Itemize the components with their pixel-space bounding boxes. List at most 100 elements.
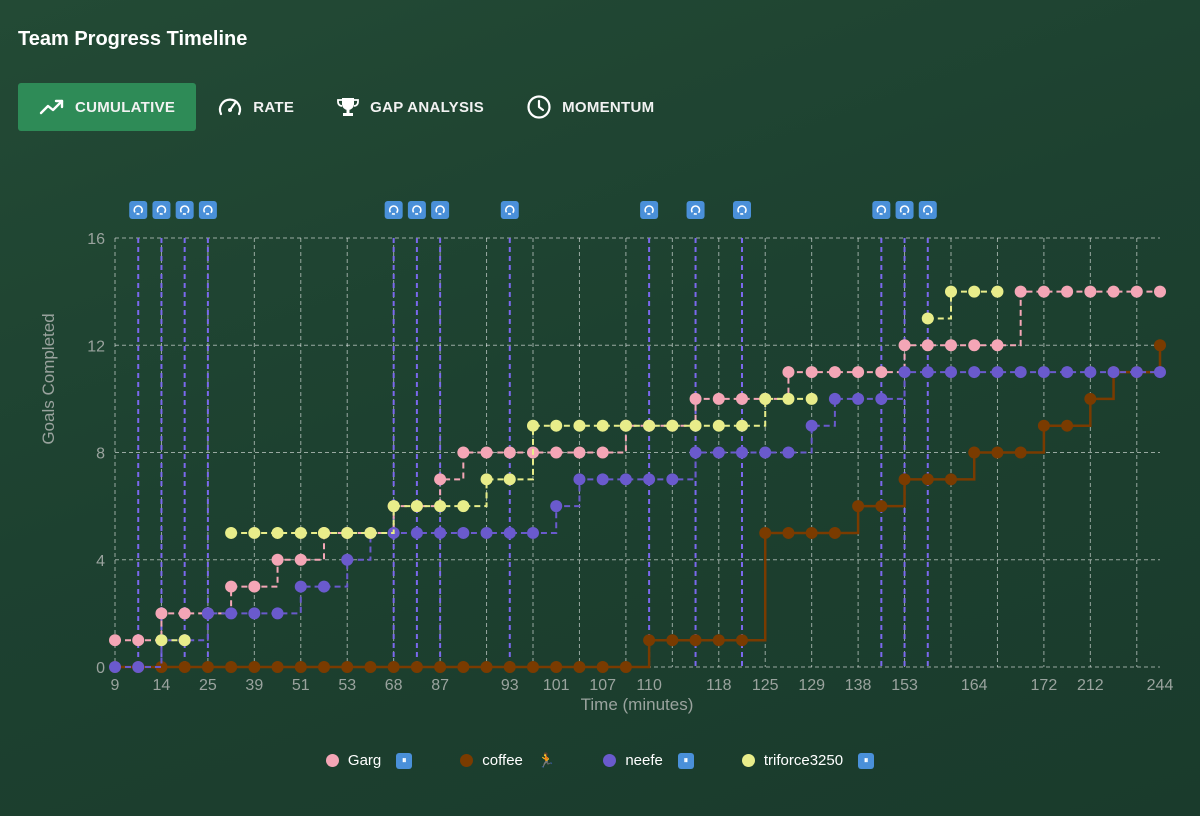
legend-item-coffee[interactable]: coffee 🏃: [460, 752, 555, 769]
data-point: [341, 553, 354, 566]
data-point: [805, 419, 818, 432]
data-point: [689, 446, 702, 459]
legend-item-neefe[interactable]: neefe ⏸: [603, 752, 694, 769]
legend-item-triforce3250[interactable]: triforce3250 ⏸: [741, 752, 875, 769]
data-point: [1084, 366, 1097, 379]
tab-cumulative[interactable]: CUMULATIVE: [18, 83, 197, 131]
view-tabs: CUMULATIVE RATE GAP ANALYSIS MOMENTUM: [18, 83, 675, 131]
x-tick-label: 125: [752, 677, 779, 694]
y-tick-label: 16: [87, 231, 105, 248]
data-point: [1084, 392, 1097, 405]
data-point: [341, 526, 354, 539]
series-neefe: [109, 366, 1166, 673]
refresh-icon-arrow: [133, 205, 144, 211]
data-point: [991, 285, 1004, 298]
refresh-icon: [640, 201, 659, 219]
refresh-icon-arrow: [644, 209, 654, 215]
refresh-icon-arrow: [899, 205, 910, 211]
data-point: [852, 366, 865, 379]
refresh-icon-arrow: [690, 209, 701, 215]
refresh-icon-arrow: [899, 209, 910, 215]
data-point: [225, 526, 238, 539]
tab-rate[interactable]: RATE: [196, 83, 315, 131]
pause-icon: ⏸: [858, 752, 875, 769]
data-point: [736, 419, 748, 432]
refresh-icon-arrow: [922, 209, 933, 215]
data-point: [457, 661, 470, 673]
x-tick-label: 212: [1077, 677, 1104, 694]
data-point: [689, 392, 702, 405]
data-point: [410, 661, 423, 673]
refresh-icon: [407, 201, 426, 219]
data-point: [294, 526, 307, 539]
data-point: [945, 366, 957, 379]
x-tick-label: 101: [543, 677, 570, 694]
data-point: [1154, 339, 1166, 352]
data-point: [480, 473, 493, 486]
legend-item-garg[interactable]: Garg ⏸: [325, 752, 413, 769]
data-point: [666, 634, 679, 647]
data-point: [155, 607, 168, 620]
data-point: [898, 366, 911, 379]
axes: 0 4 8 12 16 9 14 25 39 51 53 68 87 93 101 107 110 118 125 1…: [87, 231, 1173, 694]
data-point: [945, 473, 957, 486]
refresh-icon-arrow: [435, 209, 445, 215]
y-tick-label: 8: [96, 446, 105, 463]
data-point: [875, 392, 888, 405]
refresh-icon-arrow: [737, 209, 747, 215]
data-point: [1130, 366, 1143, 379]
tab-gap-analysis[interactable]: GAP ANALYSIS: [315, 83, 505, 131]
data-point: [364, 661, 377, 673]
data-point: [666, 473, 679, 486]
data-point: [921, 312, 934, 325]
data-point: [480, 526, 493, 539]
data-point: [573, 473, 586, 486]
refresh-icon: [872, 201, 891, 219]
legend-label: triforce3250: [763, 752, 844, 769]
refresh-icon-arrow: [435, 205, 445, 211]
data-point: [225, 607, 238, 620]
series-lines: [109, 285, 1166, 673]
y-tick-label: 4: [96, 553, 105, 570]
data-point: [596, 661, 609, 673]
tab-momentum[interactable]: MOMENTUM: [505, 83, 675, 131]
data-point: [178, 607, 191, 620]
y-axis-label: Goals Completed: [39, 313, 58, 444]
data-point: [875, 500, 888, 513]
data-point: [782, 366, 795, 379]
data-point: [736, 446, 748, 459]
x-tick-label: 118: [706, 677, 732, 694]
data-point: [1037, 419, 1050, 432]
data-point: [1154, 366, 1166, 379]
data-point: [689, 419, 702, 432]
data-point: [852, 500, 865, 513]
data-point: [991, 446, 1004, 459]
data-point: [503, 446, 516, 459]
data-point: [991, 339, 1004, 352]
y-tick-label: 12: [87, 338, 105, 355]
x-tick-label: 9: [111, 677, 120, 694]
tab-label: CUMULATIVE: [75, 98, 176, 116]
refresh-icon-arrow: [179, 209, 190, 215]
page-title: Team Progress Timeline: [18, 28, 248, 50]
refresh-icon-arrow: [876, 205, 887, 211]
refresh-icon-arrow: [156, 205, 167, 211]
refresh-icon-arrow: [203, 205, 213, 211]
x-tick-label: 244: [1147, 677, 1174, 694]
data-point: [1037, 366, 1050, 379]
tab-label: RATE: [253, 98, 295, 116]
data-point: [387, 661, 400, 673]
data-point: [921, 366, 934, 379]
data-point: [318, 580, 330, 593]
x-tick-label: 172: [1031, 677, 1058, 694]
data-point: [828, 366, 841, 379]
data-point: [294, 580, 307, 593]
refresh-icon: [686, 201, 705, 219]
data-point: [619, 473, 632, 486]
data-point: [434, 473, 447, 486]
data-point: [457, 500, 470, 513]
trophy-icon: [337, 98, 360, 116]
x-tick-label: 51: [292, 677, 310, 694]
refresh-icon-arrow: [412, 205, 422, 211]
data-point: [968, 285, 981, 298]
